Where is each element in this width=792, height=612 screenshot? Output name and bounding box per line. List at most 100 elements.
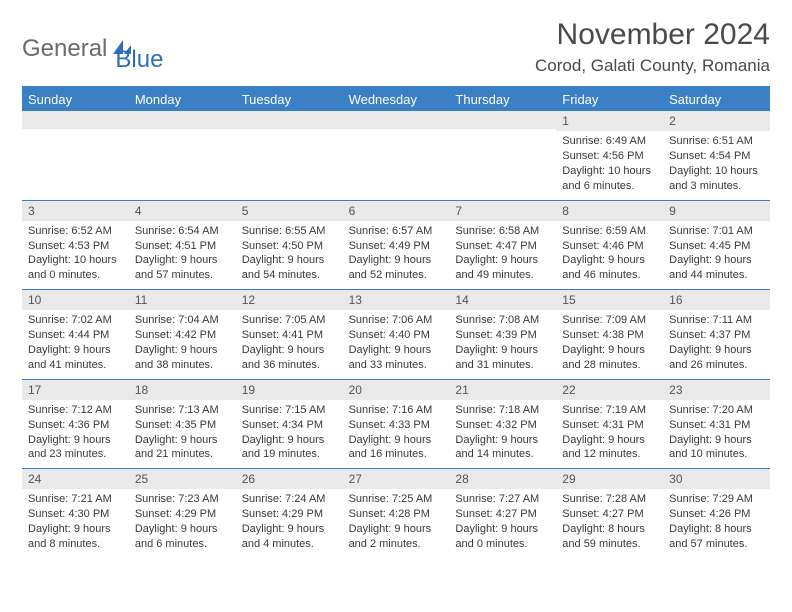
cell-body: Sunrise: 7:18 AMSunset: 4:32 PMDaylight:… bbox=[449, 400, 556, 468]
cell-body: Sunrise: 6:51 AMSunset: 4:54 PMDaylight:… bbox=[663, 131, 770, 199]
cell-body: Sunrise: 7:13 AMSunset: 4:35 PMDaylight:… bbox=[129, 400, 236, 468]
daylight-text: Daylight: 9 hours and 52 minutes. bbox=[349, 253, 444, 283]
sunset-text: Sunset: 4:49 PM bbox=[349, 239, 444, 254]
week-row: 17Sunrise: 7:12 AMSunset: 4:36 PMDayligh… bbox=[22, 379, 770, 469]
day-header-row: Sunday Monday Tuesday Wednesday Thursday… bbox=[22, 88, 770, 111]
sunrise-text: Sunrise: 6:59 AM bbox=[562, 224, 657, 239]
calendar-cell: 18Sunrise: 7:13 AMSunset: 4:35 PMDayligh… bbox=[129, 380, 236, 469]
day-number: 3 bbox=[22, 201, 129, 221]
sunrise-text: Sunrise: 7:01 AM bbox=[669, 224, 764, 239]
daylight-text: Daylight: 9 hours and 44 minutes. bbox=[669, 253, 764, 283]
week-row: 24Sunrise: 7:21 AMSunset: 4:30 PMDayligh… bbox=[22, 468, 770, 558]
cell-body: Sunrise: 6:55 AMSunset: 4:50 PMDaylight:… bbox=[236, 221, 343, 289]
day-number: 18 bbox=[129, 380, 236, 400]
daylight-text: Daylight: 9 hours and 36 minutes. bbox=[242, 343, 337, 373]
daylight-text: Daylight: 9 hours and 28 minutes. bbox=[562, 343, 657, 373]
sunset-text: Sunset: 4:29 PM bbox=[135, 507, 230, 522]
day-number: 28 bbox=[449, 469, 556, 489]
day-number bbox=[22, 111, 129, 129]
daylight-text: Daylight: 9 hours and 26 minutes. bbox=[669, 343, 764, 373]
cell-body: Sunrise: 7:01 AMSunset: 4:45 PMDaylight:… bbox=[663, 221, 770, 289]
calendar: Sunday Monday Tuesday Wednesday Thursday… bbox=[22, 86, 770, 558]
day-number bbox=[129, 111, 236, 129]
week-row: 3Sunrise: 6:52 AMSunset: 4:53 PMDaylight… bbox=[22, 200, 770, 290]
calendar-cell: 14Sunrise: 7:08 AMSunset: 4:39 PMDayligh… bbox=[449, 290, 556, 379]
cell-body: Sunrise: 7:06 AMSunset: 4:40 PMDaylight:… bbox=[343, 310, 450, 378]
daylight-text: Daylight: 9 hours and 41 minutes. bbox=[28, 343, 123, 373]
week-row: 1Sunrise: 6:49 AMSunset: 4:56 PMDaylight… bbox=[22, 111, 770, 200]
cell-body: Sunrise: 6:57 AMSunset: 4:49 PMDaylight:… bbox=[343, 221, 450, 289]
day-number: 17 bbox=[22, 380, 129, 400]
cell-body: Sunrise: 7:20 AMSunset: 4:31 PMDaylight:… bbox=[663, 400, 770, 468]
day-number: 29 bbox=[556, 469, 663, 489]
weeks-container: 1Sunrise: 6:49 AMSunset: 4:56 PMDaylight… bbox=[22, 111, 770, 558]
page-header: General Blue November 2024 Corod, Galati… bbox=[22, 18, 770, 76]
daylight-text: Daylight: 10 hours and 6 minutes. bbox=[562, 164, 657, 194]
sunrise-text: Sunrise: 6:51 AM bbox=[669, 134, 764, 149]
daylight-text: Daylight: 9 hours and 6 minutes. bbox=[135, 522, 230, 552]
day-number: 20 bbox=[343, 380, 450, 400]
cell-body: Sunrise: 6:54 AMSunset: 4:51 PMDaylight:… bbox=[129, 221, 236, 289]
dayhead-monday: Monday bbox=[129, 88, 236, 111]
dayhead-friday: Friday bbox=[556, 88, 663, 111]
calendar-cell: 2Sunrise: 6:51 AMSunset: 4:54 PMDaylight… bbox=[663, 111, 770, 200]
sunrise-text: Sunrise: 7:19 AM bbox=[562, 403, 657, 418]
sunrise-text: Sunrise: 7:11 AM bbox=[669, 313, 764, 328]
day-number bbox=[236, 111, 343, 129]
day-number: 5 bbox=[236, 201, 343, 221]
calendar-cell bbox=[129, 111, 236, 200]
day-number: 4 bbox=[129, 201, 236, 221]
sunset-text: Sunset: 4:30 PM bbox=[28, 507, 123, 522]
day-number: 2 bbox=[663, 111, 770, 131]
calendar-cell: 9Sunrise: 7:01 AMSunset: 4:45 PMDaylight… bbox=[663, 201, 770, 290]
cell-body: Sunrise: 7:19 AMSunset: 4:31 PMDaylight:… bbox=[556, 400, 663, 468]
calendar-cell bbox=[343, 111, 450, 200]
cell-body: Sunrise: 6:52 AMSunset: 4:53 PMDaylight:… bbox=[22, 221, 129, 289]
sunset-text: Sunset: 4:47 PM bbox=[455, 239, 550, 254]
calendar-cell: 30Sunrise: 7:29 AMSunset: 4:26 PMDayligh… bbox=[663, 469, 770, 558]
calendar-cell: 7Sunrise: 6:58 AMSunset: 4:47 PMDaylight… bbox=[449, 201, 556, 290]
calendar-cell: 5Sunrise: 6:55 AMSunset: 4:50 PMDaylight… bbox=[236, 201, 343, 290]
daylight-text: Daylight: 9 hours and 0 minutes. bbox=[455, 522, 550, 552]
sunrise-text: Sunrise: 7:20 AM bbox=[669, 403, 764, 418]
cell-body: Sunrise: 7:09 AMSunset: 4:38 PMDaylight:… bbox=[556, 310, 663, 378]
logo-word2: Blue bbox=[115, 46, 163, 74]
calendar-cell: 28Sunrise: 7:27 AMSunset: 4:27 PMDayligh… bbox=[449, 469, 556, 558]
cell-body: Sunrise: 7:11 AMSunset: 4:37 PMDaylight:… bbox=[663, 310, 770, 378]
cell-body: Sunrise: 6:49 AMSunset: 4:56 PMDaylight:… bbox=[556, 131, 663, 199]
sunset-text: Sunset: 4:28 PM bbox=[349, 507, 444, 522]
sunset-text: Sunset: 4:56 PM bbox=[562, 149, 657, 164]
day-number bbox=[343, 111, 450, 129]
day-number: 10 bbox=[22, 290, 129, 310]
sunset-text: Sunset: 4:29 PM bbox=[242, 507, 337, 522]
daylight-text: Daylight: 9 hours and 16 minutes. bbox=[349, 433, 444, 463]
calendar-cell: 17Sunrise: 7:12 AMSunset: 4:36 PMDayligh… bbox=[22, 380, 129, 469]
day-number: 12 bbox=[236, 290, 343, 310]
day-number: 9 bbox=[663, 201, 770, 221]
dayhead-saturday: Saturday bbox=[663, 88, 770, 111]
sunset-text: Sunset: 4:38 PM bbox=[562, 328, 657, 343]
dayhead-sunday: Sunday bbox=[22, 88, 129, 111]
calendar-cell: 26Sunrise: 7:24 AMSunset: 4:29 PMDayligh… bbox=[236, 469, 343, 558]
sunrise-text: Sunrise: 7:02 AM bbox=[28, 313, 123, 328]
daylight-text: Daylight: 9 hours and 46 minutes. bbox=[562, 253, 657, 283]
calendar-cell: 3Sunrise: 6:52 AMSunset: 4:53 PMDaylight… bbox=[22, 201, 129, 290]
location-label: Corod, Galati County, Romania bbox=[535, 56, 770, 76]
sunrise-text: Sunrise: 7:13 AM bbox=[135, 403, 230, 418]
sunset-text: Sunset: 4:44 PM bbox=[28, 328, 123, 343]
cell-body: Sunrise: 7:27 AMSunset: 4:27 PMDaylight:… bbox=[449, 489, 556, 557]
daylight-text: Daylight: 9 hours and 38 minutes. bbox=[135, 343, 230, 373]
day-number: 8 bbox=[556, 201, 663, 221]
sunset-text: Sunset: 4:39 PM bbox=[455, 328, 550, 343]
calendar-cell: 11Sunrise: 7:04 AMSunset: 4:42 PMDayligh… bbox=[129, 290, 236, 379]
sunrise-text: Sunrise: 7:12 AM bbox=[28, 403, 123, 418]
calendar-cell: 16Sunrise: 7:11 AMSunset: 4:37 PMDayligh… bbox=[663, 290, 770, 379]
cell-body: Sunrise: 6:59 AMSunset: 4:46 PMDaylight:… bbox=[556, 221, 663, 289]
week-row: 10Sunrise: 7:02 AMSunset: 4:44 PMDayligh… bbox=[22, 289, 770, 379]
sunrise-text: Sunrise: 7:24 AM bbox=[242, 492, 337, 507]
sunrise-text: Sunrise: 7:23 AM bbox=[135, 492, 230, 507]
sunrise-text: Sunrise: 7:28 AM bbox=[562, 492, 657, 507]
calendar-cell: 29Sunrise: 7:28 AMSunset: 4:27 PMDayligh… bbox=[556, 469, 663, 558]
cell-body: Sunrise: 7:29 AMSunset: 4:26 PMDaylight:… bbox=[663, 489, 770, 557]
sunset-text: Sunset: 4:42 PM bbox=[135, 328, 230, 343]
